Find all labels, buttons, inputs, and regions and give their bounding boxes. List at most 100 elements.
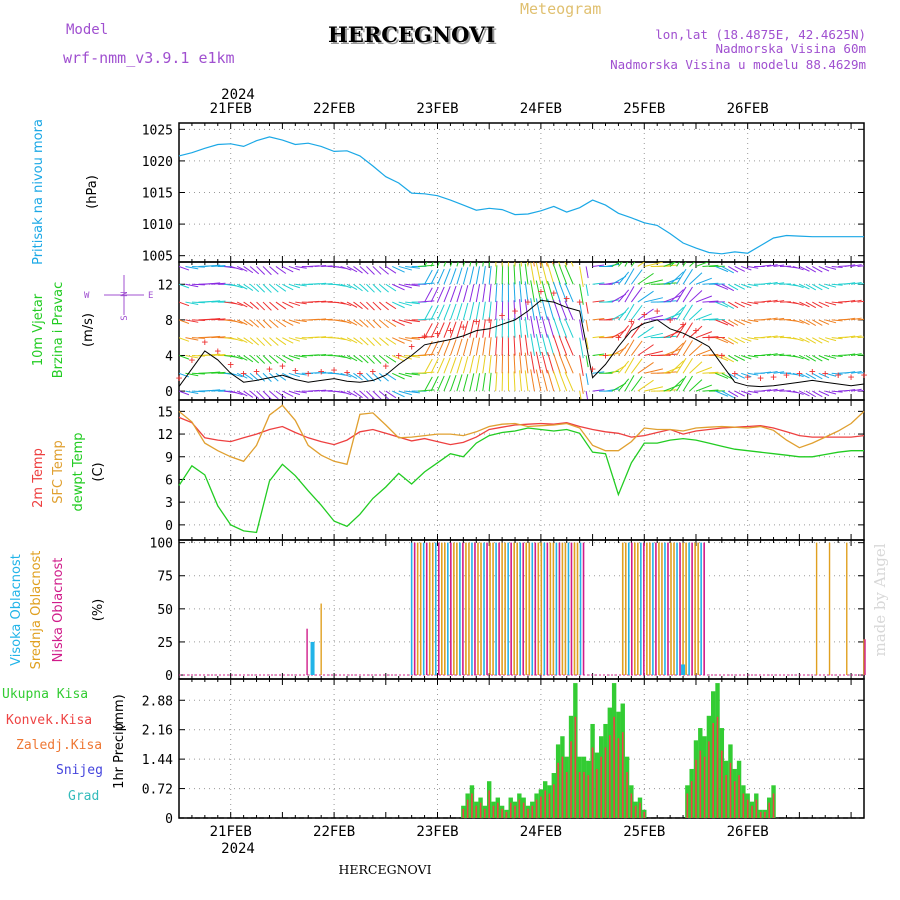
wind-arrow	[663, 294, 682, 303]
wind-arrow	[552, 281, 561, 303]
wind-arrow	[825, 283, 837, 288]
wind-gust-mark: +	[344, 366, 351, 379]
wind-arrow	[513, 353, 516, 374]
wind-arrow	[353, 390, 363, 399]
wind-arrow	[539, 262, 542, 267]
wind-ytick-label: 4	[165, 349, 173, 364]
wind-arrow	[430, 340, 439, 356]
wind-arrow	[204, 353, 221, 356]
wind-arrow	[689, 379, 703, 392]
wind-arrow	[715, 355, 729, 362]
wind-arrow	[728, 319, 739, 326]
wind-arrow	[669, 378, 684, 392]
wind-arrow	[618, 342, 630, 356]
wind-arrow	[469, 373, 475, 392]
wind-arrow	[353, 283, 363, 292]
wind-arrow	[321, 354, 333, 356]
wind-arrow	[741, 355, 752, 360]
legend-hail: Grad	[68, 789, 99, 804]
wind-arrow	[558, 317, 568, 338]
wind-arrow	[676, 375, 687, 392]
wind-arrow	[185, 337, 199, 341]
wind-arrow	[551, 262, 555, 267]
wind-arrow	[734, 266, 745, 272]
wind-arrow	[262, 390, 272, 400]
pressure-unit: (hPa)	[85, 175, 100, 209]
wind-arrow	[618, 289, 630, 303]
wind-ytick-label: 12	[157, 278, 173, 293]
wind-gust-mark: +	[512, 305, 519, 318]
wind-arrow	[385, 355, 397, 363]
wind-arrow	[495, 318, 498, 338]
wind-arrow	[295, 319, 307, 323]
wind-arrow	[353, 372, 363, 381]
wind-arrow	[792, 319, 804, 324]
wind-arrow	[230, 301, 243, 307]
wind-arrow	[321, 318, 333, 321]
bottom-date-labels: 21FEB 22FEB 23FEB 24FEB 25FEB 26FEB	[210, 824, 769, 840]
wind-arrow	[236, 319, 248, 326]
wind-arrow	[799, 355, 810, 361]
top-date-labels: 21FEB 22FEB 23FEB 24FEB 25FEB 26FEB	[210, 101, 769, 117]
cloud-ytick-label: 100	[150, 537, 173, 552]
wind-gust-mark: +	[783, 369, 790, 382]
wind-arrow	[605, 281, 620, 285]
wind-arrow	[469, 355, 475, 374]
wind-arrow	[334, 283, 346, 287]
wind-arrow	[346, 301, 358, 308]
wind-gust-mark: +	[266, 362, 273, 375]
wind-arrow	[288, 355, 301, 360]
wind-arrow	[236, 390, 248, 397]
wind-arrow	[295, 354, 307, 358]
wind-gust-mark: +	[719, 349, 726, 362]
wind-arrow	[385, 319, 397, 327]
wind-arrow	[359, 266, 369, 275]
wind-arrow	[702, 318, 719, 321]
wind-arrow	[535, 298, 542, 320]
wind-arrow	[495, 354, 498, 374]
temp-line-1	[178, 404, 865, 466]
wind-arrow	[702, 282, 719, 285]
wind-arrow	[695, 295, 713, 303]
wind-arrow	[541, 334, 548, 356]
wind-gust-mark: +	[318, 365, 325, 378]
wind-arrow	[605, 388, 620, 392]
precip-conv-bar	[479, 802, 482, 818]
precip-conv-bar	[626, 772, 628, 818]
pressure-ytick-label: 1025	[142, 123, 173, 138]
wind-arrow	[741, 265, 752, 271]
wind-arrow	[475, 355, 481, 374]
wind-gust-mark: +	[822, 367, 829, 380]
wind-arrow	[812, 337, 823, 344]
wind-arrow	[204, 264, 221, 267]
wind-arrow	[579, 355, 584, 377]
wind-arrow	[366, 301, 375, 311]
wind-arrow	[456, 338, 463, 356]
wind-arrow	[695, 384, 713, 392]
wind-arrow	[385, 390, 397, 399]
precip-conv-bar	[587, 775, 590, 818]
wind-arrow	[689, 343, 703, 356]
wind-arrow	[637, 344, 654, 356]
wind-arrow	[630, 340, 643, 356]
wind-arrow	[288, 390, 301, 396]
compass-east-label: E	[148, 291, 153, 301]
precip-conv-bar	[583, 772, 585, 818]
wind-arrow	[282, 355, 294, 362]
wind-arrow	[695, 348, 713, 356]
wind-arrow	[437, 304, 445, 321]
wind-arrow	[857, 389, 864, 392]
wind-arrow	[792, 372, 804, 378]
wind-gust-mark: +	[576, 296, 583, 309]
wind-arrow	[456, 285, 463, 303]
wind-arrow	[818, 372, 830, 379]
wind-arrow	[669, 306, 684, 321]
wind-arrow	[541, 280, 548, 303]
precip-conv-bar	[544, 790, 546, 818]
wind-arrow	[545, 262, 548, 267]
wind-arrow	[243, 337, 254, 345]
wind-arrow	[392, 283, 405, 291]
wind-arrow	[805, 319, 817, 326]
wind-arrow	[437, 375, 445, 392]
wind-arrow	[773, 335, 785, 339]
